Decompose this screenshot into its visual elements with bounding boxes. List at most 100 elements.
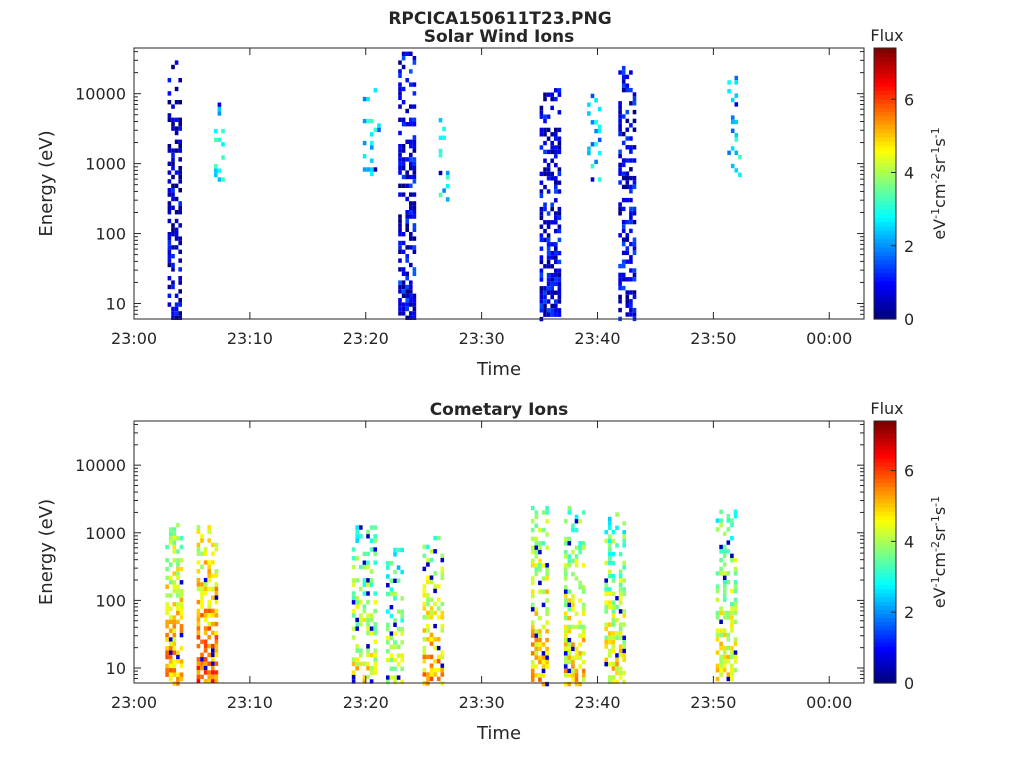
flux-cell: [543, 184, 547, 190]
flux-cell: [554, 268, 558, 273]
colorbar-step: [874, 132, 896, 138]
plot-frame: [133, 47, 865, 320]
colorbar-step: [874, 158, 896, 163]
spectrogram-cells: [167, 51, 742, 322]
flux-cell: [179, 588, 184, 594]
flux-cell: [168, 641, 173, 647]
flux-cell: [426, 628, 430, 633]
flux-cell: [730, 668, 734, 673]
flux-cell: [597, 137, 602, 143]
flux-cell: [615, 604, 619, 610]
flux-cell: [604, 657, 608, 662]
flux-cell: [167, 179, 172, 184]
colorbar-step: [874, 73, 896, 79]
flux-cell: [625, 136, 630, 141]
flux-cell: [426, 615, 430, 620]
flux-cell: [409, 174, 413, 180]
flux-cell: [557, 312, 562, 317]
flux-cell: [174, 60, 179, 65]
flux-cell: [557, 299, 562, 304]
flux-cell: [401, 293, 406, 298]
flux-cell: [366, 118, 370, 124]
flux-cell: [563, 541, 568, 546]
flux-cell: [409, 183, 413, 188]
flux-cell: [203, 551, 208, 556]
flux-cell: [615, 679, 619, 684]
flux-cell: [422, 584, 427, 589]
flux-cell: [563, 549, 568, 555]
flux-cell: [554, 299, 558, 304]
flux-cell: [176, 575, 180, 581]
flux-cell: [172, 527, 177, 532]
flux-cell: [625, 83, 630, 88]
flux-cell: [369, 679, 374, 684]
x-tick-label: 23:40: [574, 693, 620, 712]
flux-cell: [538, 673, 542, 678]
flux-cell: [362, 679, 367, 684]
flux-cell: [165, 606, 169, 611]
flux-cell: [571, 668, 575, 674]
flux-cell: [373, 608, 377, 614]
flux-cell: [171, 223, 175, 228]
flux-cell: [530, 580, 535, 586]
flux-cell: [545, 646, 549, 652]
flux-cell: [401, 284, 406, 290]
flux-cell: [373, 534, 377, 539]
flux-cell: [534, 536, 539, 542]
colorbar-step: [874, 280, 896, 286]
colorbar-step: [874, 597, 896, 602]
flux-cell: [567, 637, 572, 643]
flux-cell: [366, 617, 370, 623]
flux-cell: [203, 591, 208, 596]
flux-cell: [405, 289, 409, 294]
flux-cell: [621, 197, 626, 203]
flux-cell: [207, 560, 211, 565]
flux-cell: [539, 224, 544, 229]
flux-cell: [171, 196, 175, 202]
flux-cell: [632, 96, 637, 102]
flux-cell: [401, 311, 406, 316]
flux-cell: [167, 236, 172, 241]
flux-cell: [165, 650, 169, 655]
flux-cell: [174, 139, 179, 144]
flux-cell: [611, 538, 616, 544]
flux-cell: [604, 578, 608, 583]
flux-cell: [543, 206, 547, 212]
flux-cell: [618, 574, 623, 579]
flux-cell: [726, 518, 731, 523]
flux-cell: [546, 233, 551, 238]
flux-cell: [400, 653, 404, 658]
flux-cell: [396, 627, 401, 632]
colorbar-step: [874, 564, 896, 569]
colorbar-step: [874, 662, 896, 668]
flux-cell: [543, 202, 547, 207]
flux-cell: [412, 139, 417, 144]
flux-cell: [629, 184, 633, 190]
flux-cell: [629, 211, 633, 216]
flux-cell: [594, 98, 598, 103]
flux-cell: [196, 665, 201, 671]
flux-cell: [590, 93, 595, 99]
colorbar-step: [874, 225, 896, 231]
flux-cell: [369, 630, 374, 636]
flux-cell: [629, 145, 633, 150]
colorbar-step: [874, 498, 896, 504]
flux-cell: [621, 228, 626, 234]
flux-cell: [167, 218, 172, 224]
flux-cell: [203, 586, 208, 592]
flux-cell: [581, 673, 586, 678]
flux-cell: [401, 267, 406, 272]
flux-cell: [618, 552, 623, 557]
flux-cell: [621, 70, 626, 75]
flux-cell: [389, 578, 394, 583]
flux-cell: [351, 600, 356, 605]
flux-cell: [214, 679, 219, 684]
flux-cell: [445, 170, 450, 176]
flux-cell: [174, 236, 179, 241]
flux-cell: [401, 271, 406, 276]
flux-cell: [207, 604, 211, 609]
flux-cell: [541, 624, 546, 630]
flux-cell: [622, 530, 626, 535]
flux-cell: [543, 140, 547, 146]
flux-cell: [386, 609, 390, 614]
